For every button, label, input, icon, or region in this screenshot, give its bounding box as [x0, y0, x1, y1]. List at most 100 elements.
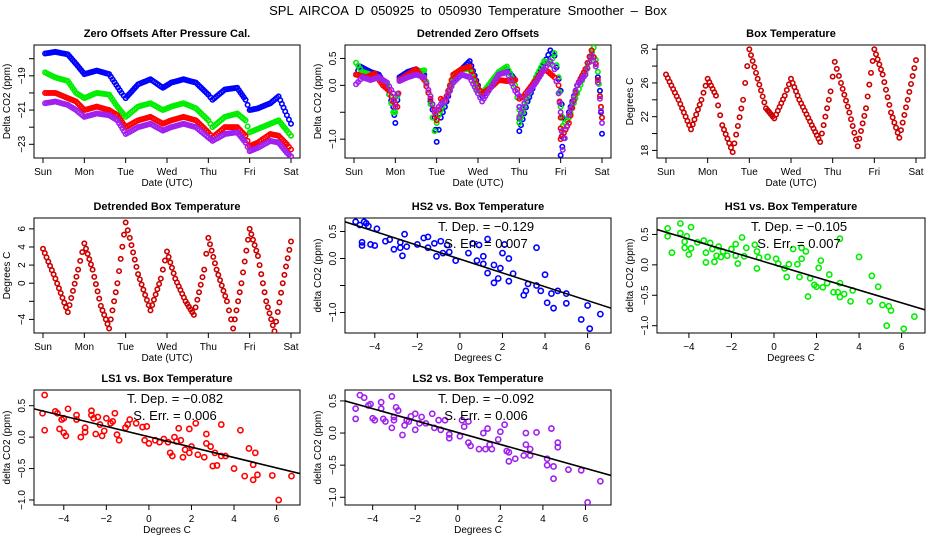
x-tick-label: Sun — [34, 167, 52, 178]
data-point — [391, 97, 398, 104]
data-point — [856, 135, 863, 142]
data-point — [839, 85, 846, 92]
data-point — [56, 425, 63, 433]
data-point — [874, 56, 881, 63]
data-point — [561, 135, 568, 142]
data-point — [199, 274, 206, 281]
data-point — [116, 268, 123, 275]
y-tick-label: 0.5 — [17, 398, 28, 412]
data-point — [855, 253, 863, 261]
data-point — [715, 102, 722, 109]
data-point — [818, 130, 825, 137]
data-point — [501, 241, 508, 248]
plot-area — [39, 219, 294, 333]
data-point — [842, 97, 849, 104]
data-point — [541, 271, 549, 279]
data-point — [813, 283, 820, 291]
data-point — [87, 261, 94, 268]
data-point — [213, 462, 221, 469]
plot-area — [657, 220, 925, 333]
data-point — [288, 472, 295, 480]
panel-title: HS1 vs. Box Temperature — [725, 201, 857, 213]
x-tick-label: Tue — [117, 342, 134, 353]
data-point — [396, 244, 404, 252]
data-point — [871, 46, 878, 53]
data-point — [711, 258, 718, 266]
data-point — [909, 73, 916, 80]
series-ls1 — [42, 89, 294, 153]
y-axis-label: delta CO2 (ppm) — [313, 239, 324, 313]
data-point — [505, 277, 513, 285]
data-point — [554, 443, 562, 451]
data-point — [428, 410, 436, 418]
temp-dependence-label: T. Dep. = −0.092 — [438, 391, 534, 406]
data-point — [896, 134, 903, 141]
data-point — [751, 63, 758, 70]
data-point — [889, 114, 896, 121]
data-point — [425, 86, 432, 93]
y-tick-label: −19 — [17, 67, 28, 84]
data-point — [66, 302, 73, 309]
data-point — [901, 111, 908, 118]
data-point — [861, 112, 868, 119]
data-point — [883, 322, 891, 330]
data-point — [550, 463, 557, 470]
data-point — [352, 405, 360, 413]
data-point — [268, 472, 276, 479]
x-tick-label: Fri — [868, 167, 880, 178]
data-point — [217, 452, 225, 460]
data-point — [590, 58, 597, 65]
y-tick-label: 0.5 — [640, 227, 651, 241]
x-tick-label: Sat — [283, 342, 298, 353]
data-point — [702, 249, 710, 257]
data-point — [124, 227, 131, 234]
plot-area — [345, 218, 611, 333]
data-point — [516, 120, 523, 127]
data-point — [681, 244, 689, 252]
x-tick-label: 6 — [585, 342, 591, 353]
data-point — [197, 281, 204, 288]
regression-line — [34, 408, 300, 475]
data-point — [851, 129, 858, 136]
data-point — [548, 290, 555, 297]
panel-detrended-zero-offsets: Detrended Zero Offsets Sun Mon Tue Wed Thu Fri… — [313, 28, 612, 189]
data-point — [96, 295, 103, 302]
data-point — [742, 79, 749, 86]
x-tick-label: Fri — [555, 167, 567, 178]
data-point — [702, 82, 709, 89]
data-point — [54, 280, 61, 287]
y-tick-label: 0.0 — [328, 78, 339, 92]
series-hs1 — [42, 69, 294, 139]
data-point — [431, 128, 438, 135]
data-point — [584, 65, 591, 72]
data-point — [122, 219, 129, 226]
data-point — [496, 264, 504, 272]
x-tick-label: 4 — [856, 342, 862, 353]
y-axis-label: delta CO2 (ppm) — [313, 411, 324, 485]
data-point — [904, 96, 911, 103]
data-point — [907, 80, 914, 87]
data-point — [550, 304, 557, 312]
data-point — [793, 260, 801, 268]
data-point — [113, 431, 121, 439]
data-point — [71, 280, 78, 287]
data-point — [892, 124, 899, 131]
x-tick-label: Wed — [157, 342, 177, 353]
data-point — [287, 120, 294, 127]
data-point — [820, 122, 827, 129]
data-point — [392, 120, 399, 127]
data-point — [864, 93, 871, 100]
data-point — [268, 316, 275, 323]
data-point — [569, 100, 576, 107]
data-point — [57, 290, 64, 297]
data-point — [899, 119, 906, 126]
data-point — [565, 466, 572, 474]
data-point — [517, 109, 524, 116]
data-point — [185, 449, 193, 457]
data-point — [740, 96, 747, 103]
data-point — [744, 63, 751, 70]
data-point — [390, 416, 398, 424]
data-point — [213, 266, 220, 273]
data-point — [781, 92, 788, 99]
data-point — [126, 234, 133, 241]
